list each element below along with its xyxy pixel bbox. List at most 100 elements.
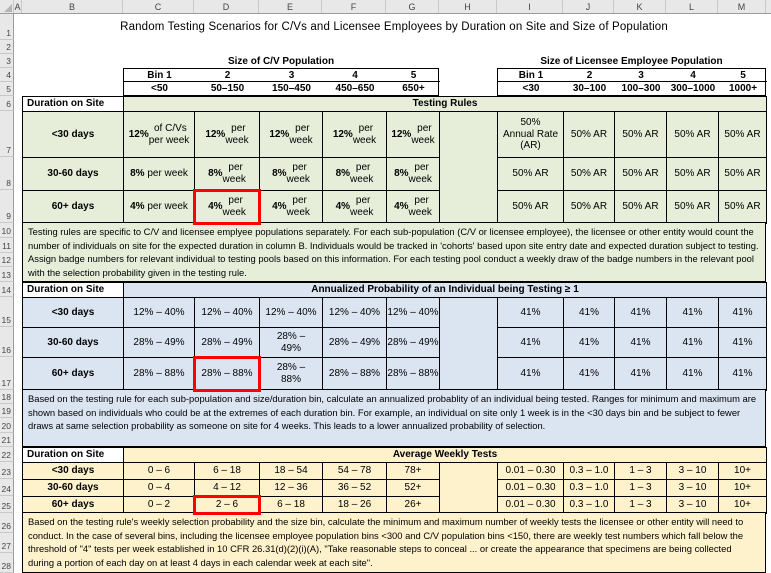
col-header-A[interactable]: A xyxy=(14,0,22,13)
data-cell[interactable]: 41% xyxy=(564,328,615,358)
duration-header-cell[interactable]: Duration on Site xyxy=(23,97,124,112)
licensee-range-2[interactable]: 30–100 xyxy=(572,83,607,94)
data-cell[interactable]: 50% AR xyxy=(667,191,719,224)
data-cell[interactable]: 50% AR xyxy=(719,191,767,224)
licensee-bin-2[interactable]: 2 xyxy=(564,69,615,82)
row-label-cell[interactable]: 60+ days xyxy=(23,358,124,391)
data-cell[interactable]: 0.3 – 1.0 xyxy=(564,463,615,480)
band-title-testing-rules[interactable]: Testing Rules xyxy=(124,97,767,112)
data-cell[interactable]: 12% per week xyxy=(195,112,260,158)
data-cell[interactable]: 41% xyxy=(667,358,719,391)
data-cell[interactable]: 12% – 40% xyxy=(124,298,195,328)
data-cell[interactable]: 28% – 49% xyxy=(323,328,387,358)
data-cell[interactable]: 50% AR xyxy=(615,112,667,158)
data-cell[interactable]: 28% – 88% xyxy=(193,356,261,392)
data-cell[interactable]: 8% per week xyxy=(124,158,195,191)
col-header-E[interactable]: E xyxy=(259,0,322,13)
licensee-range-1[interactable]: <30 xyxy=(522,83,540,94)
licensee-range-5[interactable]: 1000+ xyxy=(728,83,758,94)
cv-range-2[interactable]: 50–150 xyxy=(210,83,245,94)
data-cell[interactable]: 28% – 49% xyxy=(260,328,323,358)
row-header-28[interactable]: 28 xyxy=(0,553,14,573)
col-header-H[interactable]: H xyxy=(439,0,497,13)
row-header-25[interactable]: 25 xyxy=(0,496,14,513)
licensee-population-title[interactable]: Size of Licensee Employee Population xyxy=(540,55,723,67)
row-label-cell[interactable]: 60+ days xyxy=(23,191,124,224)
row-label-cell[interactable]: 30-60 days xyxy=(23,480,124,497)
data-cell[interactable]: 41% xyxy=(719,298,767,328)
row-label-cell[interactable]: <30 days xyxy=(23,298,124,328)
data-cell[interactable]: 18 – 54 xyxy=(260,463,323,480)
data-cell[interactable]: 28% – 49% xyxy=(124,328,195,358)
row-label-cell[interactable]: 30-60 days xyxy=(23,158,124,191)
row-header-8[interactable]: 8 xyxy=(0,157,14,190)
data-cell[interactable]: 41% xyxy=(615,358,667,391)
row-label-cell[interactable]: <30 days xyxy=(23,112,124,158)
data-cell[interactable]: 28% – 49% xyxy=(195,328,260,358)
licensee-range-3[interactable]: 100–300 xyxy=(621,83,661,94)
col-header-J[interactable]: J xyxy=(563,0,614,13)
cv-bin-4[interactable]: 4 xyxy=(323,69,387,82)
data-cell[interactable]: 41% xyxy=(615,298,667,328)
data-cell[interactable]: 41% xyxy=(498,298,564,328)
data-cell[interactable]: 54 – 78 xyxy=(323,463,387,480)
data-cell[interactable]: 50% AR xyxy=(667,158,719,191)
data-cell[interactable]: 1 – 3 xyxy=(615,497,667,514)
data-cell[interactable]: 4% per week xyxy=(323,191,387,224)
data-cell[interactable]: 50% AR xyxy=(564,112,615,158)
data-cell[interactable]: 12% per week xyxy=(260,112,323,158)
data-cell[interactable]: 4% per week xyxy=(260,191,323,224)
col-header-D[interactable]: D xyxy=(194,0,259,13)
data-cell[interactable]: 0.3 – 1.0 xyxy=(564,480,615,497)
col-header-I[interactable]: I xyxy=(497,0,563,13)
licensee-bin-1[interactable]: Bin 1 xyxy=(498,69,564,82)
data-cell[interactable]: 50% AR xyxy=(498,158,564,191)
col-header-K[interactable]: K xyxy=(614,0,666,13)
spacer-cell[interactable] xyxy=(440,298,498,391)
data-cell[interactable]: 10+ xyxy=(719,463,767,480)
data-cell[interactable]: 3 – 10 xyxy=(667,463,719,480)
data-cell[interactable]: 41% xyxy=(498,358,564,391)
data-cell[interactable]: 50% AR xyxy=(564,158,615,191)
data-cell[interactable]: 4% per week xyxy=(124,191,195,224)
data-cell[interactable]: 41% xyxy=(719,328,767,358)
select-all-corner[interactable] xyxy=(0,0,14,13)
licensee-range-4[interactable]: 300–1000 xyxy=(670,83,716,94)
data-cell[interactable]: 41% xyxy=(719,358,767,391)
data-cell[interactable]: 1 – 3 xyxy=(615,463,667,480)
note-average-weekly-tests[interactable]: Based on the testing rule's weekly selec… xyxy=(22,512,766,573)
data-cell[interactable]: 8% per week xyxy=(195,158,260,191)
data-cell[interactable]: 0.01 – 0.30 xyxy=(498,463,564,480)
note-annualized-probability[interactable]: Based on the testing rule for each sub-p… xyxy=(22,389,766,447)
licensee-bin-4[interactable]: 4 xyxy=(667,69,719,82)
cv-bin-3[interactable]: 3 xyxy=(260,69,323,82)
spacer-cell[interactable] xyxy=(440,112,498,224)
row-header-20[interactable]: 20 xyxy=(0,418,14,433)
data-cell[interactable]: 12% of C/Vs per week xyxy=(124,112,195,158)
duration-header-cell[interactable]: Duration on Site xyxy=(23,448,124,463)
col-header-C[interactable]: C xyxy=(123,0,194,13)
row-header-5[interactable]: 5 xyxy=(0,82,14,96)
data-cell[interactable]: 12% – 40% xyxy=(323,298,387,328)
band-title-annualized-probability[interactable]: Annualized Probability of an Individual … xyxy=(124,283,767,298)
duration-header-cell[interactable]: Duration on Site xyxy=(23,283,124,298)
data-cell[interactable]: 12% per week xyxy=(387,112,440,158)
row-header-6[interactable]: 6 xyxy=(0,96,14,111)
row-label-cell[interactable]: <30 days xyxy=(23,463,124,480)
data-cell[interactable]: 12% per week xyxy=(323,112,387,158)
data-cell[interactable]: 28% – 88% xyxy=(323,358,387,391)
cv-range-1[interactable]: <50 xyxy=(151,83,168,94)
data-cell[interactable]: 50% AR xyxy=(615,158,667,191)
row-header-11[interactable]: 11 xyxy=(0,238,14,253)
data-cell[interactable]: 8% per week xyxy=(323,158,387,191)
row-header-14[interactable]: 14 xyxy=(0,282,14,297)
data-cell[interactable]: 12% – 40% xyxy=(260,298,323,328)
data-cell[interactable]: 10+ xyxy=(719,480,767,497)
row-header-18[interactable]: 18 xyxy=(0,390,14,404)
note-testing-rules[interactable]: Testing rules are specific to C/V and li… xyxy=(22,222,766,282)
col-header-M[interactable]: M xyxy=(718,0,766,13)
data-cell[interactable]: 28% – 88% xyxy=(260,358,323,391)
row-header-3[interactable]: 3 xyxy=(0,54,14,68)
data-cell[interactable]: 8% per week xyxy=(260,158,323,191)
data-cell[interactable]: 12% – 40% xyxy=(387,298,440,328)
